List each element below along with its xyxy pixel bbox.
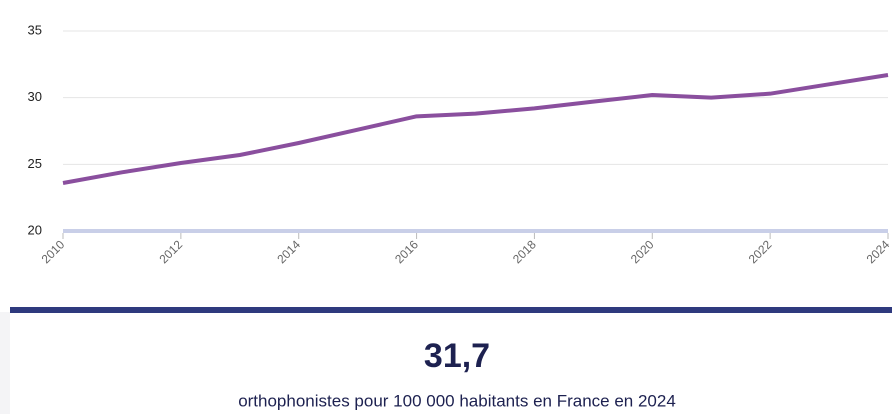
x-tick-label: 2012 [156, 237, 185, 266]
y-tick-label: 25 [28, 156, 42, 171]
x-tick-label: 2014 [274, 237, 303, 266]
side-strip [0, 312, 10, 414]
y-tick-label: 20 [28, 222, 42, 237]
y-tick-label: 35 [28, 22, 42, 37]
x-tick-label: 2020 [628, 237, 657, 266]
x-tick-label: 2016 [392, 237, 421, 266]
kpi-value: 31,7 [424, 337, 490, 375]
x-tick-label: 2024 [864, 237, 892, 266]
x-tick-label: 2018 [510, 237, 539, 266]
data-line [62, 73, 889, 185]
y-tick-label: 30 [28, 89, 42, 104]
divider [10, 307, 892, 313]
x-tick-label: 2010 [39, 237, 68, 266]
x-tick-label: 2022 [746, 237, 775, 266]
kpi-caption: orthophonistes pour 100 000 habitants en… [238, 391, 676, 410]
